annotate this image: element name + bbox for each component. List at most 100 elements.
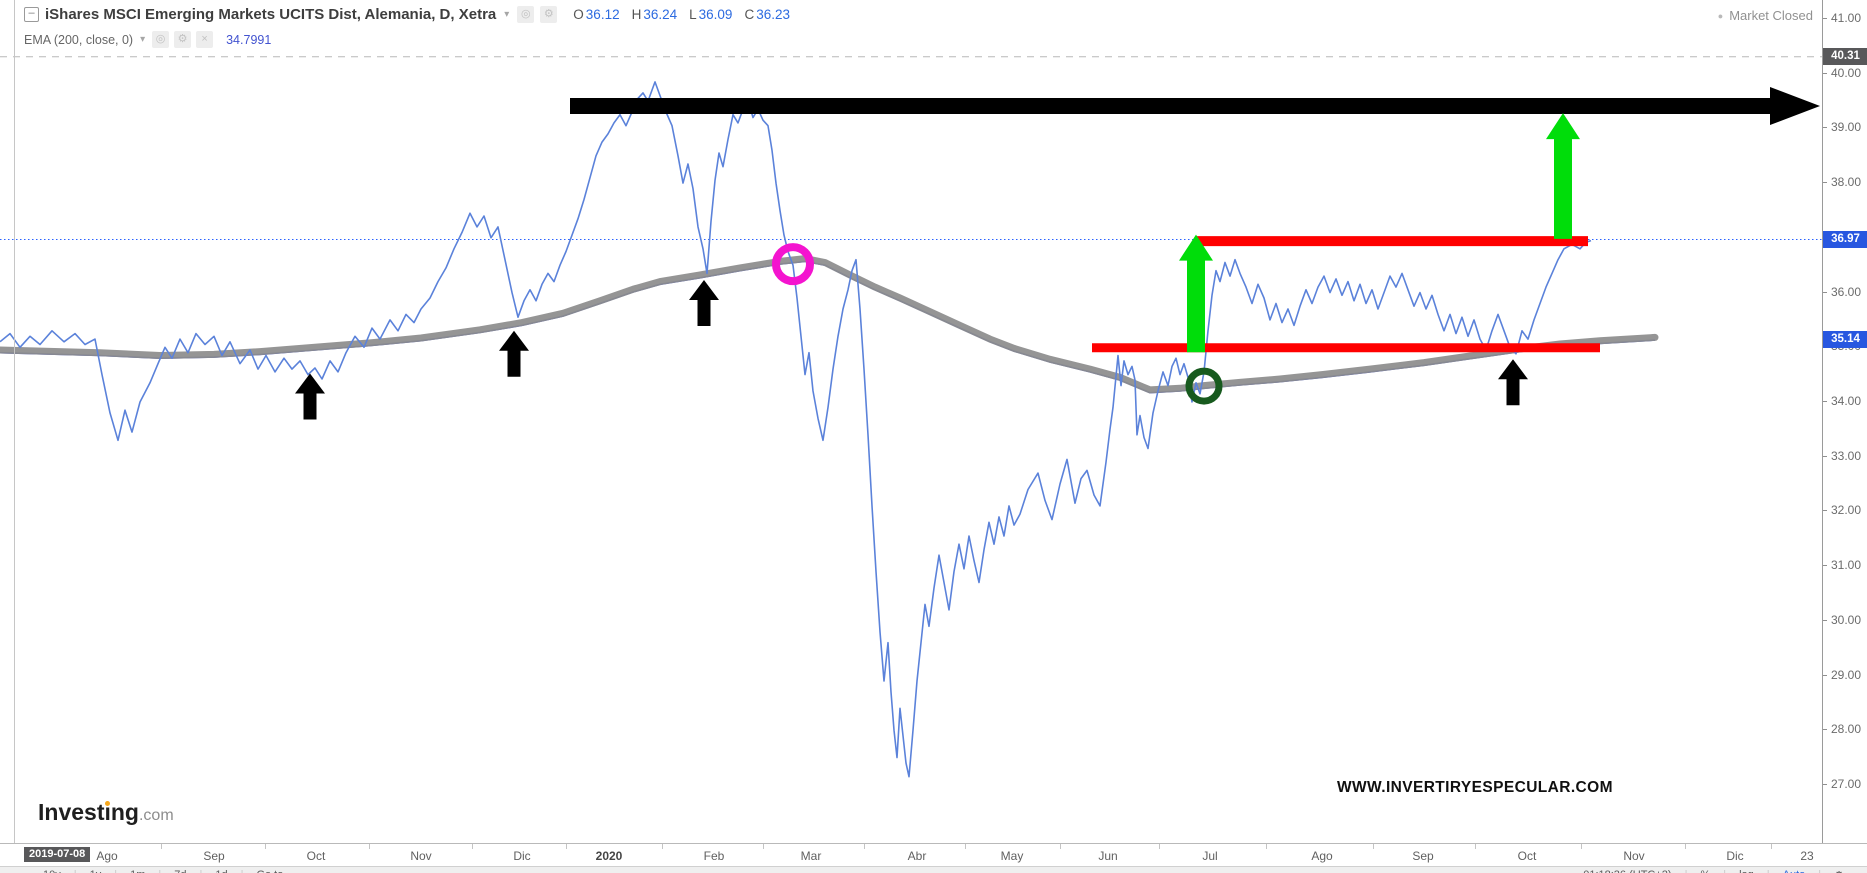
green-up-arrow[interactable] <box>1546 113 1580 239</box>
black-trend-arrow-head[interactable] <box>1770 87 1820 125</box>
black-trend-arrow[interactable] <box>570 98 1770 114</box>
time-axis-tick <box>965 844 966 849</box>
log-scale-button[interactable]: log <box>1726 869 1767 873</box>
time-axis-label: Nov <box>1623 849 1645 863</box>
ohlc-values: O 36.12 H 36.24 L 36.09 C 36.23 <box>573 7 790 22</box>
time-axis-label: Dic <box>1726 849 1744 863</box>
price-tag-40.31: 40.31 <box>1823 48 1867 66</box>
indicator-row: EMA (200, close, 0) ▾ ◎ ⚙ × 34.7991 <box>24 31 271 48</box>
eye-icon[interactable]: ◎ <box>152 31 170 48</box>
time-axis-label: Oct <box>306 849 326 863</box>
gear-icon[interactable]: ⚙ <box>174 31 192 48</box>
green-circle[interactable] <box>1185 367 1223 405</box>
range-buttons: 10y|1y|1m|7d|1d|Go to <box>30 869 296 873</box>
open-value: 36.12 <box>585 7 620 22</box>
logo-orange-dot: ı <box>104 799 111 825</box>
time-axis-label: Nov <box>410 849 432 863</box>
time-axis-tick <box>472 844 473 849</box>
range-button-10y[interactable]: 10y <box>30 869 74 873</box>
site-watermark: WWW.INVERTIRYESPECULAR.COM <box>1337 779 1613 796</box>
black-up-arrow[interactable] <box>499 330 529 377</box>
bottom-toolbar: 10y|1y|1m|7d|1d|Go to 01:18:36 (UTC+2) |… <box>0 866 1867 873</box>
status-dot-icon: ● <box>1717 10 1724 21</box>
time-axis-tick <box>662 844 663 849</box>
high-label: H <box>631 7 642 22</box>
time-axis-tick <box>161 844 162 849</box>
time-axis-tick <box>1771 844 1772 849</box>
price-axis[interactable]: 41.0040.0039.0038.0037.0036.0035.0034.00… <box>1822 0 1867 843</box>
close-value: 36.23 <box>756 7 790 22</box>
logo-com-suffix: .com <box>138 807 174 824</box>
time-axis-label: Jun <box>1098 849 1118 863</box>
time-axis-tick <box>763 844 764 849</box>
time-axis-label: Ago <box>1311 849 1333 863</box>
market-status: ● Market Closed <box>1718 8 1813 23</box>
symbol-header: – iShares MSCI Emerging Markets UCITS Di… <box>24 6 790 23</box>
axis-settings-gear-icon[interactable]: ⚙ <box>1821 869 1857 873</box>
range-button-1m[interactable]: 1m <box>117 869 158 873</box>
range-button-1y[interactable]: 1y <box>77 869 115 873</box>
percent-scale-button[interactable]: % <box>1687 869 1723 873</box>
time-axis-label: Feb <box>703 849 725 863</box>
symbol-title[interactable]: iShares MSCI Emerging Markets UCITS Dist… <box>45 6 497 23</box>
investing-logo[interactable]: Investıng.com <box>38 799 174 825</box>
indicator-value: 34.7991 <box>226 32 272 47</box>
indicator-name[interactable]: EMA (200, close, 0) <box>24 32 134 47</box>
black-up-arrow[interactable] <box>295 373 325 420</box>
black-up-arrow[interactable] <box>689 280 719 326</box>
time-axis-label: Jul <box>1202 849 1218 863</box>
ema-highlight-curve[interactable] <box>0 255 1659 394</box>
range-button-1d[interactable]: 1d <box>202 869 240 873</box>
time-axis-label: Mar <box>800 849 822 863</box>
toolbar-right: 01:18:36 (UTC+2) | % | log | Auto | ⚙ <box>1570 869 1857 873</box>
time-axis-tick <box>369 844 370 849</box>
price-tag-35.14: 35.14 <box>1823 331 1867 349</box>
high-value: 36.24 <box>643 7 678 22</box>
ema-line <box>0 260 1656 394</box>
go-to-button[interactable]: Go to <box>243 869 296 873</box>
time-axis-label: Sep <box>203 849 225 863</box>
auto-scale-button[interactable]: Auto <box>1770 869 1819 873</box>
market-status-label: Market Closed <box>1729 8 1813 23</box>
time-axis-label: 2020 <box>595 849 623 863</box>
price-tag-36.97: 36.97 <box>1823 230 1867 248</box>
start-date-tag: 2019-07-08 <box>24 847 91 862</box>
green-up-arrow[interactable] <box>1179 234 1213 353</box>
range-button-7d[interactable]: 7d <box>161 869 199 873</box>
time-axis-tick <box>1581 844 1582 849</box>
time-axis-label: Oct <box>1517 849 1537 863</box>
time-axis-label: Abr <box>907 849 927 863</box>
eye-icon[interactable]: ◎ <box>517 6 535 23</box>
low-value: 36.09 <box>698 7 733 22</box>
time-axis-label: May <box>1000 849 1024 863</box>
close-icon[interactable]: × <box>196 31 214 48</box>
low-label: L <box>689 7 697 22</box>
open-label: O <box>573 7 584 22</box>
price-line <box>0 81 1592 778</box>
clock-label[interactable]: 01:18:36 (UTC+2) <box>1570 869 1684 873</box>
time-axis-tick <box>864 844 865 849</box>
time-axis-tick <box>1159 844 1160 849</box>
chevron-down-icon[interactable]: ▾ <box>140 34 146 45</box>
time-axis-label: Sep <box>1412 849 1434 863</box>
time-axis-tick <box>1475 844 1476 849</box>
black-up-arrow[interactable] <box>1498 359 1528 406</box>
close-label: C <box>744 7 755 22</box>
time-axis-tick <box>1685 844 1686 849</box>
time-axis-label: 23 <box>1800 849 1814 863</box>
time-axis-label: Dic <box>513 849 531 863</box>
chart-left-frame <box>14 0 15 843</box>
time-axis-tick <box>1060 844 1061 849</box>
time-axis-tick <box>1266 844 1267 849</box>
time-axis-tick <box>265 844 266 849</box>
time-axis[interactable]: 2019-07-08 Ago Sep Oct Nov Dic 2020 Feb Mar Abr M… <box>0 843 1867 867</box>
time-axis-tick <box>566 844 567 849</box>
magenta-circle[interactable] <box>772 243 814 286</box>
collapse-legend-icon[interactable]: – <box>24 7 39 22</box>
time-axis-label: Ago <box>96 849 118 863</box>
gear-icon[interactable]: ⚙ <box>540 6 558 23</box>
chevron-down-icon[interactable]: ▾ <box>504 9 510 20</box>
time-axis-tick <box>1373 844 1374 849</box>
